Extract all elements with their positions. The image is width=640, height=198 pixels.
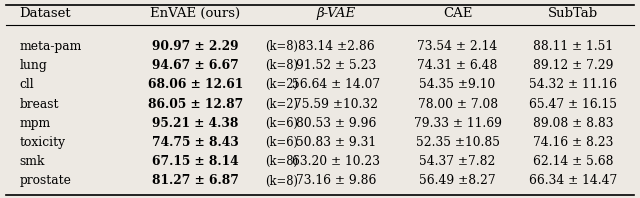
Text: (k=8): (k=8) xyxy=(266,59,299,72)
Text: 67.15 ± 8.14: 67.15 ± 8.14 xyxy=(152,155,239,168)
Text: toxicity: toxicity xyxy=(19,136,65,149)
Text: (k=2): (k=2) xyxy=(266,98,299,111)
Text: 52.35 ±10.85: 52.35 ±10.85 xyxy=(415,136,500,149)
Text: CAE: CAE xyxy=(443,7,472,20)
Text: 73.16 ± 9.86: 73.16 ± 9.86 xyxy=(296,174,376,188)
Text: 79.33 ± 11.69: 79.33 ± 11.69 xyxy=(413,117,502,130)
Text: 56.49 ±8.27: 56.49 ±8.27 xyxy=(419,174,496,188)
Text: 83.14 ±2.86: 83.14 ±2.86 xyxy=(298,40,374,53)
Text: 62.14 ± 5.68: 62.14 ± 5.68 xyxy=(532,155,613,168)
Text: Dataset: Dataset xyxy=(19,7,71,20)
Text: (k=8): (k=8) xyxy=(266,40,299,53)
Text: 81.27 ± 6.87: 81.27 ± 6.87 xyxy=(152,174,239,188)
Text: 66.34 ± 14.47: 66.34 ± 14.47 xyxy=(529,174,617,188)
Text: (k=2): (k=2) xyxy=(266,78,299,91)
Text: SubTab: SubTab xyxy=(548,7,598,20)
Text: 78.00 ± 7.08: 78.00 ± 7.08 xyxy=(417,98,498,111)
Text: cll: cll xyxy=(19,78,34,91)
Text: 89.08 ± 8.83: 89.08 ± 8.83 xyxy=(532,117,613,130)
Text: mpm: mpm xyxy=(19,117,51,130)
Text: 54.32 ± 11.16: 54.32 ± 11.16 xyxy=(529,78,617,91)
Text: 68.06 ± 12.61: 68.06 ± 12.61 xyxy=(148,78,243,91)
Text: 74.75 ± 8.43: 74.75 ± 8.43 xyxy=(152,136,239,149)
Text: 54.37 ±7.82: 54.37 ±7.82 xyxy=(419,155,496,168)
Text: β-VAE: β-VAE xyxy=(316,7,356,20)
Text: 63.20 ± 10.23: 63.20 ± 10.23 xyxy=(292,155,380,168)
Text: 54.35 ±9.10: 54.35 ±9.10 xyxy=(419,78,496,91)
Text: 80.53 ± 9.96: 80.53 ± 9.96 xyxy=(296,117,376,130)
Text: (k=8): (k=8) xyxy=(266,174,299,188)
Text: (k=8): (k=8) xyxy=(266,155,299,168)
Text: 94.67 ± 6.67: 94.67 ± 6.67 xyxy=(152,59,239,72)
Text: 95.21 ± 4.38: 95.21 ± 4.38 xyxy=(152,117,238,130)
Text: lung: lung xyxy=(19,59,47,72)
Text: smk: smk xyxy=(19,155,45,168)
Text: 91.52 ± 5.23: 91.52 ± 5.23 xyxy=(296,59,376,72)
Text: 50.83 ± 9.31: 50.83 ± 9.31 xyxy=(296,136,376,149)
Text: 74.16 ± 8.23: 74.16 ± 8.23 xyxy=(532,136,613,149)
Text: 90.97 ± 2.29: 90.97 ± 2.29 xyxy=(152,40,239,53)
Text: 56.64 ± 14.07: 56.64 ± 14.07 xyxy=(292,78,380,91)
Text: (k=6): (k=6) xyxy=(266,136,299,149)
Text: (k=6): (k=6) xyxy=(266,117,299,130)
Text: 75.59 ±10.32: 75.59 ±10.32 xyxy=(294,98,378,111)
Text: EnVAE (ours): EnVAE (ours) xyxy=(150,7,240,20)
Text: 88.11 ± 1.51: 88.11 ± 1.51 xyxy=(532,40,613,53)
Text: prostate: prostate xyxy=(19,174,71,188)
Text: 86.05 ± 12.87: 86.05 ± 12.87 xyxy=(148,98,243,111)
Text: meta-pam: meta-pam xyxy=(19,40,81,53)
Text: 65.47 ± 16.15: 65.47 ± 16.15 xyxy=(529,98,617,111)
Text: 89.12 ± 7.29: 89.12 ± 7.29 xyxy=(532,59,613,72)
Text: 73.54 ± 2.14: 73.54 ± 2.14 xyxy=(417,40,498,53)
Text: breast: breast xyxy=(19,98,59,111)
Text: 74.31 ± 6.48: 74.31 ± 6.48 xyxy=(417,59,498,72)
